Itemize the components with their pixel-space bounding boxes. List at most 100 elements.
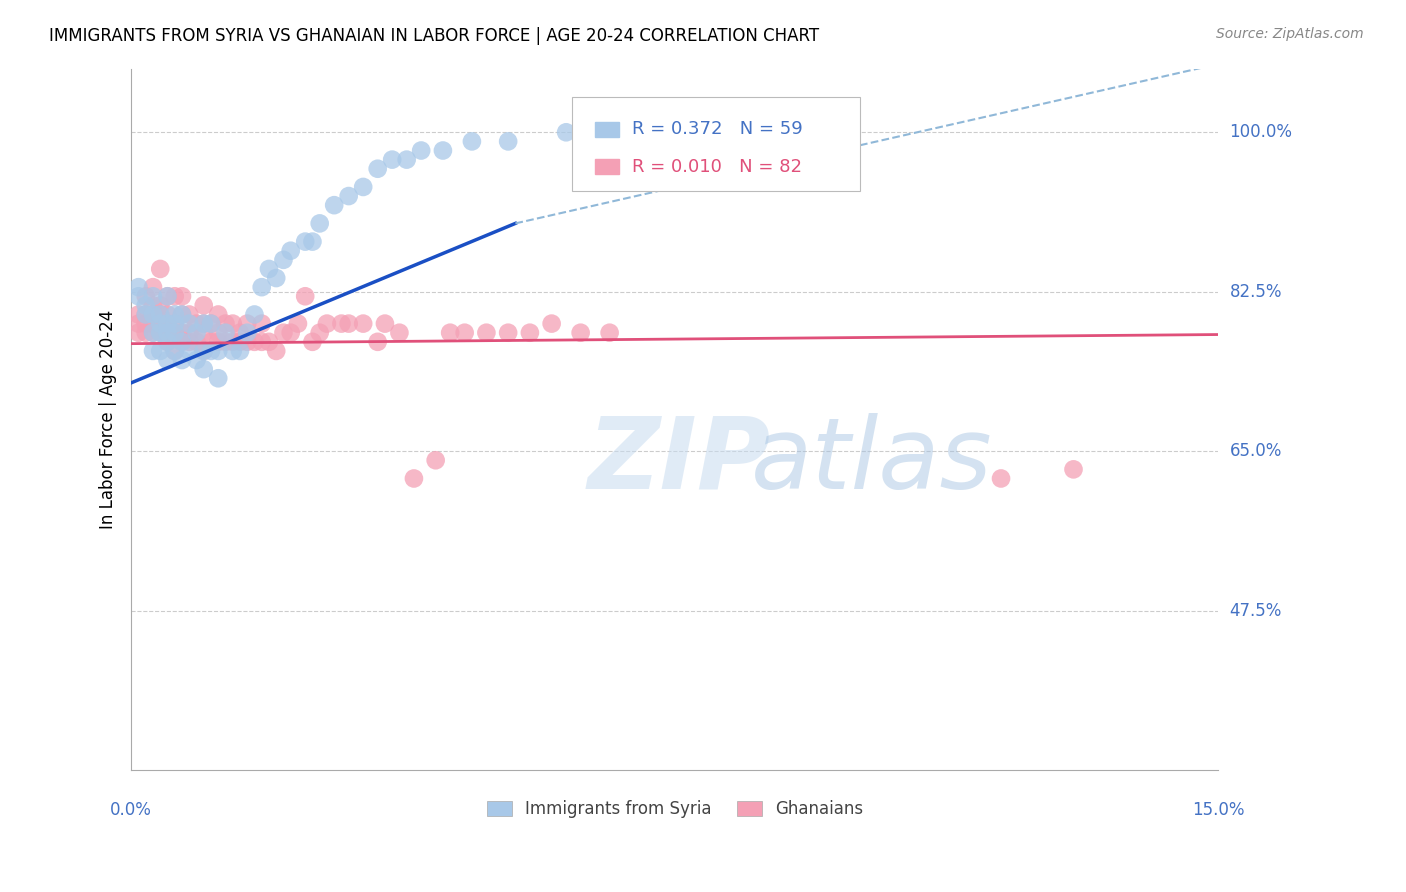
Point <box>236 317 259 331</box>
Point <box>170 334 193 349</box>
Point <box>308 216 330 230</box>
Point <box>149 308 172 322</box>
Point <box>193 326 215 340</box>
Point <box>337 189 360 203</box>
Point <box>193 298 215 312</box>
Point <box>337 317 360 331</box>
Point <box>323 198 346 212</box>
Point <box>222 334 245 349</box>
Point <box>236 326 259 340</box>
Point <box>135 298 157 312</box>
Point <box>135 326 157 340</box>
Point <box>149 317 172 331</box>
Point <box>128 326 150 340</box>
Point <box>142 317 165 331</box>
Point <box>214 317 236 331</box>
Text: atlas: atlas <box>751 413 993 510</box>
Point <box>149 343 172 358</box>
Point <box>207 308 229 322</box>
Point <box>156 289 179 303</box>
Point <box>280 244 302 258</box>
Point <box>163 326 186 340</box>
Point <box>402 471 425 485</box>
Point <box>142 298 165 312</box>
Point <box>193 343 215 358</box>
Point <box>128 308 150 322</box>
Point <box>599 326 621 340</box>
Y-axis label: In Labor Force | Age 20-24: In Labor Force | Age 20-24 <box>100 310 117 529</box>
Point <box>250 334 273 349</box>
Text: IMMIGRANTS FROM SYRIA VS GHANAIAN IN LABOR FORCE | AGE 20-24 CORRELATION CHART: IMMIGRANTS FROM SYRIA VS GHANAIAN IN LAB… <box>49 27 820 45</box>
Point <box>555 125 578 139</box>
Text: ZIP: ZIP <box>588 413 770 510</box>
Text: 0.0%: 0.0% <box>110 800 152 819</box>
Point <box>163 343 186 358</box>
Point <box>308 326 330 340</box>
Point <box>170 308 193 322</box>
Point <box>294 235 316 249</box>
Point <box>170 334 193 349</box>
Point <box>156 326 179 340</box>
Point <box>352 180 374 194</box>
Legend: Immigrants from Syria, Ghanaians: Immigrants from Syria, Ghanaians <box>479 794 870 825</box>
Point <box>352 317 374 331</box>
Point <box>170 326 193 340</box>
Point <box>330 317 353 331</box>
Point <box>186 353 208 368</box>
Point <box>569 326 592 340</box>
Point <box>411 144 433 158</box>
Point <box>128 317 150 331</box>
Point <box>163 317 186 331</box>
Text: 15.0%: 15.0% <box>1192 800 1244 819</box>
Point <box>432 144 454 158</box>
Text: 100.0%: 100.0% <box>1230 123 1292 141</box>
Point <box>475 326 498 340</box>
Point <box>142 343 165 358</box>
Point <box>439 326 461 340</box>
Point <box>163 289 186 303</box>
Point <box>163 326 186 340</box>
Text: 47.5%: 47.5% <box>1230 601 1282 620</box>
Point <box>425 453 447 467</box>
Point <box>200 334 222 349</box>
Point <box>179 334 201 349</box>
Point <box>236 334 259 349</box>
Text: Source: ZipAtlas.com: Source: ZipAtlas.com <box>1216 27 1364 41</box>
FancyBboxPatch shape <box>596 121 620 137</box>
Point <box>170 289 193 303</box>
Point <box>193 362 215 376</box>
Point <box>250 317 273 331</box>
Point <box>149 262 172 277</box>
Point <box>264 343 287 358</box>
Point <box>142 280 165 294</box>
Point <box>280 326 302 340</box>
Point <box>294 289 316 303</box>
Point <box>128 280 150 294</box>
Point <box>186 326 208 340</box>
Point <box>207 334 229 349</box>
Point <box>179 326 201 340</box>
Point <box>193 343 215 358</box>
Point <box>156 289 179 303</box>
Point <box>229 326 252 340</box>
Point <box>301 235 323 249</box>
Point <box>163 343 186 358</box>
Point <box>156 326 179 340</box>
Point <box>1063 462 1085 476</box>
Point <box>453 326 475 340</box>
Point <box>388 326 411 340</box>
Text: R = 0.010   N = 82: R = 0.010 N = 82 <box>633 158 803 176</box>
Point <box>200 317 222 331</box>
Point <box>381 153 404 167</box>
Point <box>222 317 245 331</box>
Point <box>207 371 229 385</box>
Point <box>287 317 309 331</box>
Point <box>367 334 389 349</box>
Point <box>496 135 519 149</box>
Point <box>156 317 179 331</box>
Point <box>395 153 418 167</box>
Point <box>367 161 389 176</box>
Text: 82.5%: 82.5% <box>1230 283 1282 301</box>
Point <box>142 289 165 303</box>
Point <box>496 326 519 340</box>
